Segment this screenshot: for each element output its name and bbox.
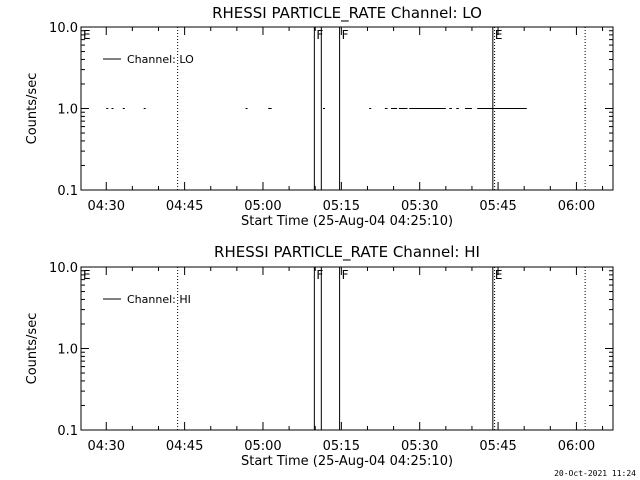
event-marker-label: E bbox=[495, 28, 503, 42]
event-marker-label: F bbox=[342, 268, 349, 282]
chart-panel-1: RHESSI PARTICLE_RATE Channel: LO 0.1 1.0 10… bbox=[25, 4, 614, 229]
event-marker-label: E bbox=[495, 268, 503, 282]
x-tick-label: 05:30 bbox=[401, 439, 438, 454]
event-marker-label: F bbox=[316, 268, 323, 282]
event-marker-label: F bbox=[316, 28, 323, 42]
chart-title: RHESSI PARTICLE_RATE Channel: LO bbox=[212, 4, 482, 23]
y-tick-label: 1.0 bbox=[57, 343, 78, 358]
x-tick-label: 05:00 bbox=[244, 199, 281, 214]
x-tick-label: 04:45 bbox=[166, 199, 203, 214]
x-tick-label: 05:45 bbox=[479, 199, 516, 214]
y-tick-label: 10.0 bbox=[49, 261, 78, 276]
x-tick-label: 05:30 bbox=[401, 199, 438, 214]
y-axis-label: Counts/sec bbox=[25, 313, 40, 385]
y-tick-label: 1.0 bbox=[57, 103, 78, 118]
event-marker-label: E bbox=[83, 28, 91, 42]
legend-label: Channel: LO bbox=[127, 53, 194, 66]
x-tick-label: 05:00 bbox=[244, 439, 281, 454]
plot-frame bbox=[80, 26, 614, 191]
x-tick-label: 04:30 bbox=[88, 199, 125, 214]
chart-panel-2: RHESSI PARTICLE_RATE Channel: HI 0.1 1.0 10… bbox=[25, 243, 614, 469]
footer-timestamp: 20-Oct-2021 11:24 bbox=[554, 469, 636, 478]
x-axis-label: Start Time (25-Aug-04 04:25:10) bbox=[241, 214, 453, 229]
x-tick-label: 05:15 bbox=[323, 199, 360, 214]
x-tick-label: 05:45 bbox=[479, 439, 516, 454]
y-tick-label: 0.1 bbox=[57, 424, 78, 439]
plot-frame bbox=[80, 266, 614, 431]
y-axis-label: Counts/sec bbox=[25, 73, 40, 145]
x-tick-label: 04:30 bbox=[88, 439, 125, 454]
x-tick-label: 06:00 bbox=[558, 439, 595, 454]
y-tick-label: 0.1 bbox=[57, 184, 78, 199]
x-tick-label: 05:15 bbox=[323, 439, 360, 454]
legend-label: Channel: HI bbox=[127, 293, 191, 306]
x-tick-label: 04:45 bbox=[166, 439, 203, 454]
event-marker-label: F bbox=[342, 28, 349, 42]
y-tick-label: 10.0 bbox=[49, 21, 78, 36]
x-axis-label: Start Time (25-Aug-04 04:25:10) bbox=[241, 454, 453, 469]
event-marker-label: E bbox=[83, 268, 91, 282]
chart-title: RHESSI PARTICLE_RATE Channel: HI bbox=[214, 243, 480, 262]
x-tick-label: 06:00 bbox=[558, 199, 595, 214]
